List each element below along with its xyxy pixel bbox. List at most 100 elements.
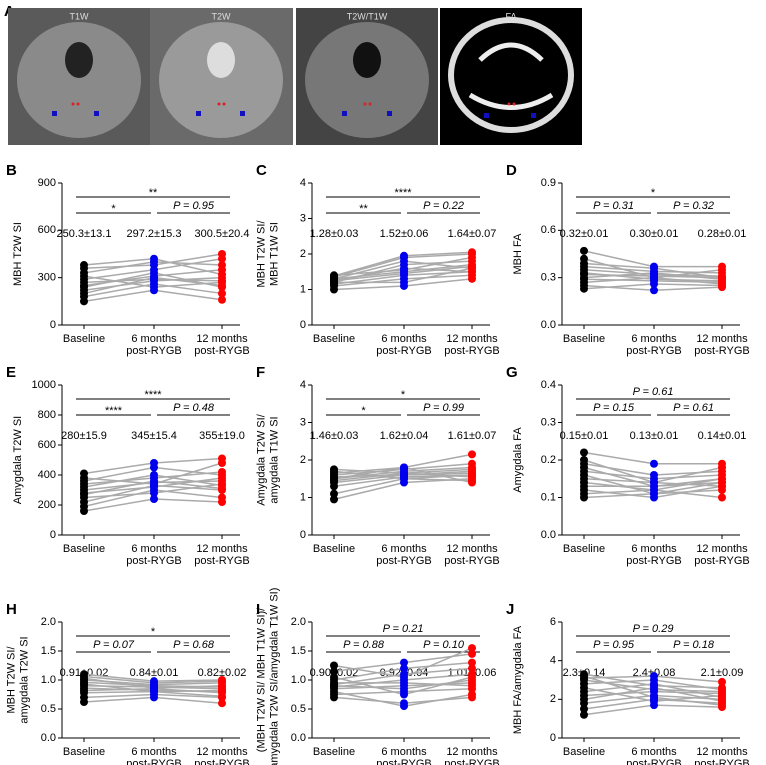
mean-label: 1.46±0.03 bbox=[310, 430, 359, 442]
data-point bbox=[468, 673, 476, 682]
data-point bbox=[650, 489, 658, 498]
x-tick-label: post-RYGB bbox=[694, 345, 749, 357]
panel-label: E bbox=[6, 364, 16, 381]
x-tick-label: 6 months bbox=[631, 333, 677, 345]
y-tick-label: 1 bbox=[300, 283, 306, 295]
data-point bbox=[330, 489, 338, 498]
x-tick-label: Baseline bbox=[63, 543, 105, 555]
data-point bbox=[400, 251, 408, 260]
y-tick-label: 400 bbox=[38, 469, 56, 481]
data-point bbox=[80, 670, 88, 679]
image-tissue bbox=[159, 22, 283, 138]
comparison-label: P = 0.31 bbox=[593, 200, 634, 212]
data-point bbox=[468, 478, 476, 487]
comparison-label: ** bbox=[359, 203, 368, 215]
x-tick-label: 12 months bbox=[446, 543, 498, 555]
y-tick-label: 0.1 bbox=[541, 491, 556, 503]
y-tick-label: 0.4 bbox=[541, 379, 556, 391]
x-tick-label: 6 months bbox=[131, 333, 177, 345]
data-point bbox=[400, 463, 408, 472]
x-tick-label: 12 months bbox=[196, 333, 248, 345]
mean-label: 345±15.4 bbox=[131, 430, 177, 442]
y-tick-label: 1.5 bbox=[291, 645, 306, 657]
data-point bbox=[80, 261, 88, 270]
y-axis-label: MBH T2W SI/ bbox=[255, 220, 267, 288]
data-point bbox=[218, 289, 226, 298]
x-tick-label: Baseline bbox=[313, 333, 355, 345]
x-tick-label: 12 months bbox=[696, 746, 748, 758]
x-tick-label: 12 months bbox=[446, 333, 498, 345]
data-point bbox=[650, 273, 658, 282]
x-tick-label: 6 months bbox=[131, 543, 177, 555]
data-point bbox=[150, 275, 158, 284]
y-tick-label: 4 bbox=[300, 177, 306, 189]
data-point bbox=[330, 667, 338, 676]
y-tick-label: 0 bbox=[50, 319, 56, 331]
x-tick-label: Baseline bbox=[563, 746, 605, 758]
y-tick-label: 0.0 bbox=[41, 732, 56, 744]
comparison-label: P = 0.68 bbox=[173, 639, 215, 651]
image-ventricle bbox=[65, 42, 93, 78]
y-axis-label: Amygdala FA bbox=[512, 427, 524, 493]
image-tracts bbox=[468, 42, 554, 110]
data-point bbox=[330, 673, 338, 682]
x-tick-label: Baseline bbox=[313, 543, 355, 555]
mean-label: 0.13±0.01 bbox=[630, 430, 679, 442]
comparison-label: P = 0.29 bbox=[633, 623, 674, 635]
data-point bbox=[400, 673, 408, 682]
data-point bbox=[80, 469, 88, 478]
mean-label: 1.28±0.03 bbox=[310, 228, 359, 240]
data-point bbox=[400, 469, 408, 478]
panel-label: J bbox=[506, 601, 514, 618]
comparison-label: P = 0.88 bbox=[343, 639, 385, 651]
y-tick-label: 0.0 bbox=[541, 529, 556, 541]
x-tick-label: post-RYGB bbox=[694, 758, 749, 765]
image-label: FA bbox=[505, 11, 516, 21]
mean-label: 0.15±0.01 bbox=[560, 430, 609, 442]
data-point bbox=[400, 690, 408, 699]
panel-label: F bbox=[256, 364, 265, 381]
mean-label: 0.84±0.01 bbox=[130, 667, 179, 679]
x-tick-label: 12 months bbox=[696, 543, 748, 555]
y-axis-label: MBH T2W SI/ bbox=[5, 646, 17, 714]
data-point bbox=[580, 456, 588, 464]
y-tick-label: 0.3 bbox=[541, 416, 556, 428]
y-axis-label: MBH FA bbox=[512, 233, 524, 275]
y-tick-label: 200 bbox=[38, 499, 56, 511]
mean-label: 1.52±0.06 bbox=[380, 228, 429, 240]
data-point bbox=[150, 489, 158, 497]
data-point bbox=[218, 270, 226, 279]
x-tick-label: post-RYGB bbox=[194, 555, 249, 567]
comparison-label: P = 0.10 bbox=[423, 639, 465, 651]
mean-label: 0.30±0.01 bbox=[630, 228, 679, 240]
image-fa bbox=[440, 8, 582, 145]
y-axis-label: (amygdala T2W SI/amygdala T1W SI) bbox=[268, 588, 280, 765]
panel-label: H bbox=[6, 601, 17, 618]
mean-label: 355±19.0 bbox=[199, 430, 245, 442]
panel-label: I bbox=[256, 601, 260, 618]
panel-label: G bbox=[506, 364, 518, 381]
x-tick-label: Baseline bbox=[313, 746, 355, 758]
data-point bbox=[400, 260, 408, 269]
data-point bbox=[718, 262, 726, 271]
y-tick-label: 1.0 bbox=[41, 674, 56, 686]
x-tick-label: 12 months bbox=[196, 746, 248, 758]
data-point bbox=[150, 254, 158, 263]
data-point bbox=[468, 459, 476, 468]
data-point bbox=[400, 269, 408, 278]
data-point bbox=[400, 678, 408, 687]
y-axis-label: MBH T2W SI bbox=[12, 222, 24, 286]
y-tick-label: 900 bbox=[38, 177, 56, 189]
data-point bbox=[218, 471, 226, 479]
data-point bbox=[468, 262, 476, 271]
data-point bbox=[400, 664, 408, 673]
y-tick-label: 0.0 bbox=[291, 732, 306, 744]
data-point bbox=[718, 459, 726, 468]
y-tick-label: 2 bbox=[300, 248, 306, 260]
y-tick-label: 0 bbox=[550, 732, 556, 744]
y-tick-label: 0.6 bbox=[541, 224, 556, 236]
x-tick-label: Baseline bbox=[63, 333, 105, 345]
comparison-label: P = 0.95 bbox=[593, 639, 635, 651]
comparison-label: * bbox=[651, 187, 656, 199]
